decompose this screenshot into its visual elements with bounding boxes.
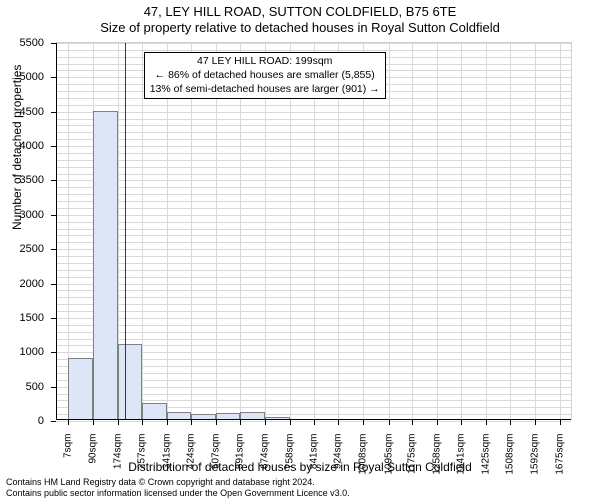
xtick-mark [265,420,266,425]
xtick-mark [363,420,364,425]
xtick-mark [412,420,413,425]
chart-title-1: 47, LEY HILL ROAD, SUTTON COLDFIELD, B75… [0,4,600,20]
gridline-v [461,43,462,420]
xtick-mark [338,420,339,425]
xtick-mark [191,420,192,425]
plot-surface: 0500100015002000250030003500400045005000… [56,42,572,420]
plot-area: 0500100015002000250030003500400045005000… [56,42,572,420]
gridline-v [510,43,511,420]
ytick-label: 500 [26,381,44,393]
gridline-v [437,43,438,420]
xtick-mark [216,420,217,425]
ytick-label: 3000 [20,209,44,221]
ytick-label: 4000 [20,140,44,152]
ytick-label: 5000 [20,71,44,83]
annotation-line: 13% of semi-detached houses are larger (… [150,83,380,97]
chart-titles: 47, LEY HILL ROAD, SUTTON COLDFIELD, B75… [0,0,600,37]
footer-line-2: Contains public sector information licen… [6,488,350,498]
xtick-mark [314,420,315,425]
histogram-bar [68,358,92,420]
histogram-bar [142,403,167,420]
reference-line [125,43,126,420]
xtick-mark [560,420,561,425]
gridline-v [363,43,364,420]
ytick-label: 2000 [20,278,44,290]
xtick-mark [68,420,69,425]
gridline-v [216,43,217,420]
gridline-v [240,43,241,420]
xtick-mark [290,420,291,425]
ytick-mark [51,421,56,422]
gridline-v [338,43,339,420]
xtick-mark [535,420,536,425]
xtick-mark [93,420,94,425]
footer-attribution: Contains HM Land Registry data © Crown c… [6,477,350,498]
xtick-mark [461,420,462,425]
xtick-mark [118,420,119,425]
x-axis-label: Distribution of detached houses by size … [0,460,600,474]
gridline-v [314,43,315,420]
gridline-v [142,43,143,420]
xtick-mark [437,420,438,425]
ytick-label: 0 [38,415,44,427]
gridline-v [389,43,390,420]
xtick-label: 7sqm [63,434,74,458]
xtick-label: 90sqm [87,434,98,464]
ytick-label: 3500 [20,174,44,186]
ytick-label: 1000 [20,346,44,358]
gridline-v [191,43,192,420]
gridline-v [167,43,168,420]
histogram-bar [93,111,118,420]
gridline-v [486,43,487,420]
gridline-v [412,43,413,420]
xtick-mark [240,420,241,425]
annotation-box: 47 LEY HILL ROAD: 199sqm← 86% of detache… [144,52,386,99]
x-axis [56,419,571,420]
annotation-line: 47 LEY HILL ROAD: 199sqm [150,55,380,69]
gridline-v [265,43,266,420]
annotation-line: ← 86% of detached houses are smaller (5,… [150,69,380,83]
footer-line-1: Contains HM Land Registry data © Crown c… [6,477,350,487]
xtick-mark [510,420,511,425]
xtick-mark [142,420,143,425]
ytick-label: 4500 [20,106,44,118]
gridline-v [535,43,536,420]
histogram-bar [118,344,142,420]
chart-title-2: Size of property relative to detached ho… [0,20,600,36]
xtick-mark [167,420,168,425]
xtick-mark [389,420,390,425]
xtick-mark [486,420,487,425]
ytick-label: 1500 [20,312,44,324]
gridline-v [290,43,291,420]
gridline-v [560,43,561,420]
chart-root: 47, LEY HILL ROAD, SUTTON COLDFIELD, B75… [0,0,600,500]
y-axis [56,43,57,420]
ytick-label: 2500 [20,243,44,255]
ytick-label: 5500 [20,37,44,49]
